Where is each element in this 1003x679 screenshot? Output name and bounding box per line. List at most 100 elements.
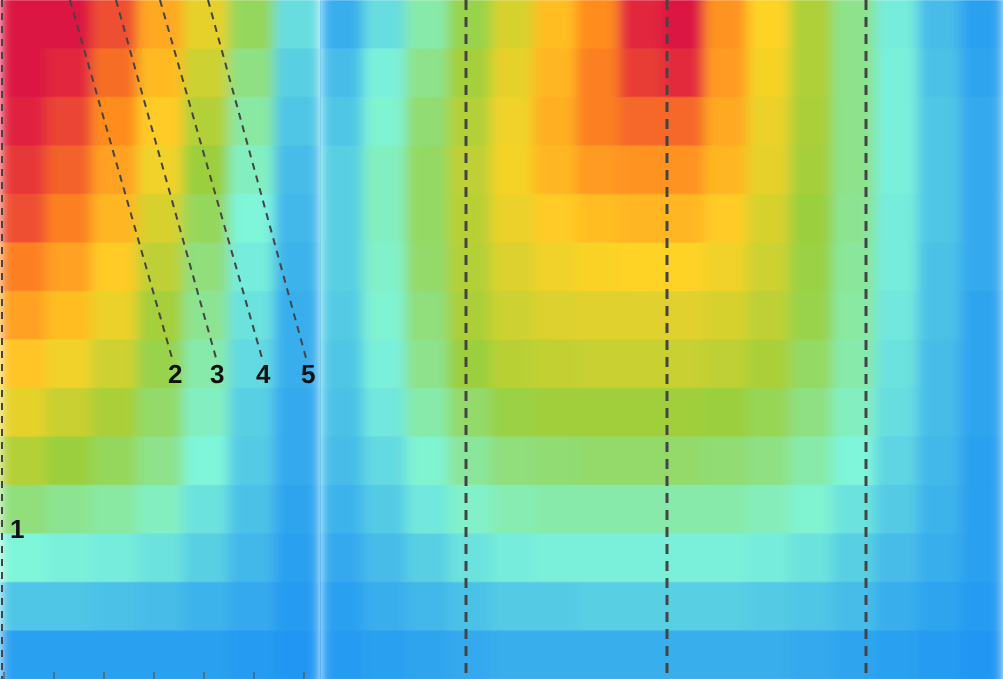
heatmap-cell [405, 145, 449, 195]
heatmap-cell [228, 630, 276, 679]
annotation-label: 5 [301, 359, 315, 389]
heatmap-cell [228, 339, 276, 389]
heatmap-cell [91, 242, 138, 292]
heatmap-cell [182, 291, 230, 341]
heatmap-cell [182, 436, 230, 486]
heatmap-cell [0, 242, 47, 292]
heatmap-cell [405, 339, 449, 389]
heatmap-cell [917, 339, 962, 389]
heatmap-cell [576, 436, 620, 486]
heatmap-cell [874, 485, 919, 535]
heatmap-cell [661, 630, 705, 679]
heatmap-cell [789, 339, 834, 389]
heatmap-cell [274, 582, 321, 632]
heatmap-cell [320, 48, 364, 98]
heatmap-cell [917, 582, 962, 632]
heatmap-cell [533, 291, 577, 341]
heatmap-cell [137, 339, 184, 389]
heatmap-cell [533, 48, 577, 98]
heatmap-cell [405, 485, 449, 535]
heatmap-cell [789, 533, 834, 583]
heatmap-cell [228, 0, 276, 50]
heatmap-cell [533, 388, 577, 438]
heatmap-cell [789, 0, 834, 50]
heatmap-cell [405, 291, 449, 341]
heatmap-cell [0, 582, 47, 632]
heatmap-cell [490, 485, 535, 535]
heatmap-cell [490, 339, 535, 389]
heatmap-cell [789, 436, 834, 486]
heatmap-cell [618, 0, 663, 50]
heatmap-cell [137, 630, 184, 679]
heatmap-cell [405, 582, 449, 632]
heatmap-cell [362, 242, 407, 292]
heatmap-cell [661, 291, 705, 341]
heatmap-cell [137, 97, 184, 147]
heatmap-cell [45, 145, 93, 195]
heatmap-cell [661, 436, 705, 486]
left-panel-cells [0, 0, 321, 679]
heatmap-cell [137, 388, 184, 438]
heatmap-cell [448, 194, 492, 244]
heatmap-cell [874, 533, 919, 583]
heatmap-cell [405, 533, 449, 583]
dashed-guide-line [115, 0, 217, 359]
heatmap-cell [661, 97, 705, 147]
heatmap-cell [362, 533, 407, 583]
heatmap-cell [490, 630, 535, 679]
heatmap-cell [746, 436, 791, 486]
heatmap-cell [182, 533, 230, 583]
heatmap-cell [789, 145, 834, 195]
heatmap-cell [832, 533, 876, 583]
heatmap-cell [618, 630, 663, 679]
heatmap-cell [45, 48, 93, 98]
dashed-guide-line [69, 0, 173, 359]
heatmap-cell [746, 388, 791, 438]
heatmap-cell [746, 533, 791, 583]
heatmap-cell [704, 388, 748, 438]
heatmap-cell [228, 291, 276, 341]
heatmap-cell [448, 242, 492, 292]
heatmap-cell [704, 48, 748, 98]
heatmap-cell [91, 582, 138, 632]
heatmap-cell [874, 48, 919, 98]
heatmap-cell [704, 630, 748, 679]
heatmap-cell [228, 436, 276, 486]
heatmap-cell [228, 485, 276, 535]
heatmap-cell [576, 485, 620, 535]
heatmap-cell [960, 582, 1003, 632]
heatmap-cell [618, 48, 663, 98]
annotation-label: 4 [256, 359, 271, 389]
heatmap-cell [0, 291, 47, 341]
heatmap-cell [533, 242, 577, 292]
heatmap-cell [832, 339, 876, 389]
heatmap-cell [618, 291, 663, 341]
heatmap-cell [746, 582, 791, 632]
heatmap-cell [704, 485, 748, 535]
heatmap-cell [618, 485, 663, 535]
heatmap-cell [618, 582, 663, 632]
heatmap-cell [448, 388, 492, 438]
heatmap-cell [490, 388, 535, 438]
heatmap-cell [405, 436, 449, 486]
heatmap-cell [490, 48, 535, 98]
heatmap-cell [832, 388, 876, 438]
heatmap-cell [746, 242, 791, 292]
heatmap-cell [362, 0, 407, 50]
dashed-guide-line [207, 0, 307, 359]
heatmap-cell [704, 194, 748, 244]
heatmap-cell [704, 436, 748, 486]
heatmap-cell [618, 194, 663, 244]
heatmap-cell [91, 339, 138, 389]
heatmap-cell [960, 291, 1003, 341]
heatmap-cell [874, 436, 919, 486]
heatmap-cell [746, 97, 791, 147]
heatmap-cell [960, 630, 1003, 679]
heatmap-cell [490, 533, 535, 583]
heatmap-cell [789, 582, 834, 632]
heatmap-cell [182, 582, 230, 632]
heatmap-cell [320, 339, 364, 389]
heatmap-cell [490, 242, 535, 292]
heatmap-cell [576, 145, 620, 195]
